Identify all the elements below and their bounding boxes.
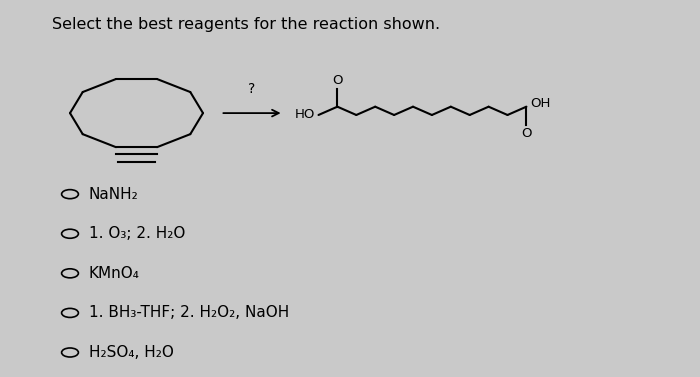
Text: 1. O₃; 2. H₂O: 1. O₃; 2. H₂O — [89, 226, 186, 241]
Text: KMnO₄: KMnO₄ — [89, 266, 140, 281]
Text: O: O — [522, 127, 532, 139]
Text: 1. BH₃-THF; 2. H₂O₂, NaOH: 1. BH₃-THF; 2. H₂O₂, NaOH — [89, 305, 289, 320]
Text: HO: HO — [295, 109, 315, 121]
Text: ?: ? — [248, 82, 256, 96]
Text: O: O — [332, 74, 343, 87]
Text: NaNH₂: NaNH₂ — [89, 187, 139, 202]
Text: OH: OH — [530, 97, 550, 110]
Text: Select the best reagents for the reaction shown.: Select the best reagents for the reactio… — [52, 17, 440, 32]
Text: H₂SO₄, H₂O: H₂SO₄, H₂O — [89, 345, 174, 360]
